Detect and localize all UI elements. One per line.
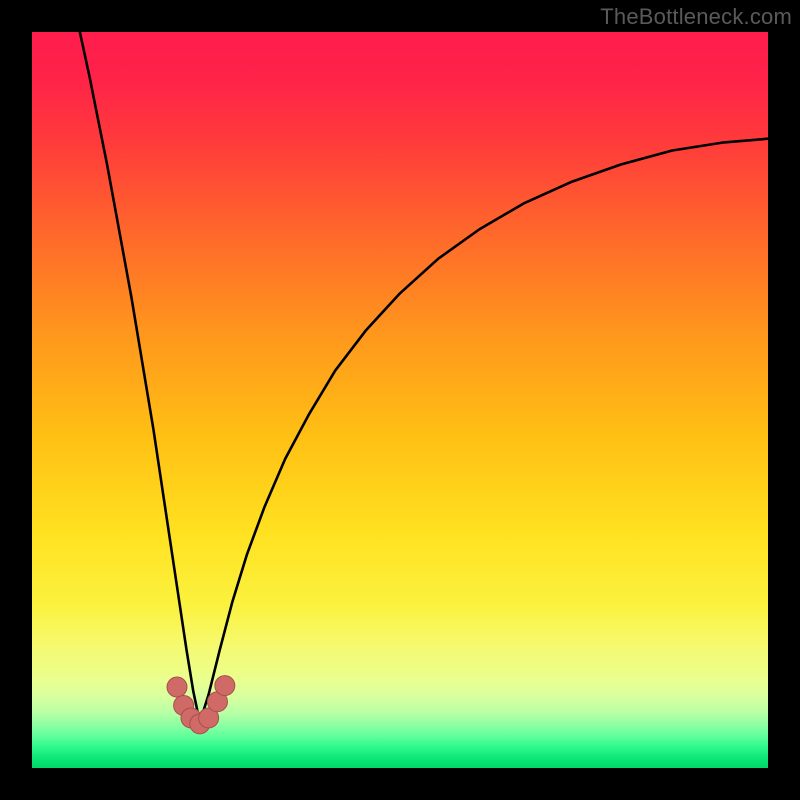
watermark-text: TheBottleneck.com xyxy=(600,4,792,30)
gradient-background xyxy=(32,32,768,768)
bottleneck-curve-chart xyxy=(32,32,768,768)
valley-marker xyxy=(215,676,235,696)
chart-frame xyxy=(0,0,800,800)
valley-marker xyxy=(167,677,187,697)
plot-area xyxy=(32,32,768,768)
